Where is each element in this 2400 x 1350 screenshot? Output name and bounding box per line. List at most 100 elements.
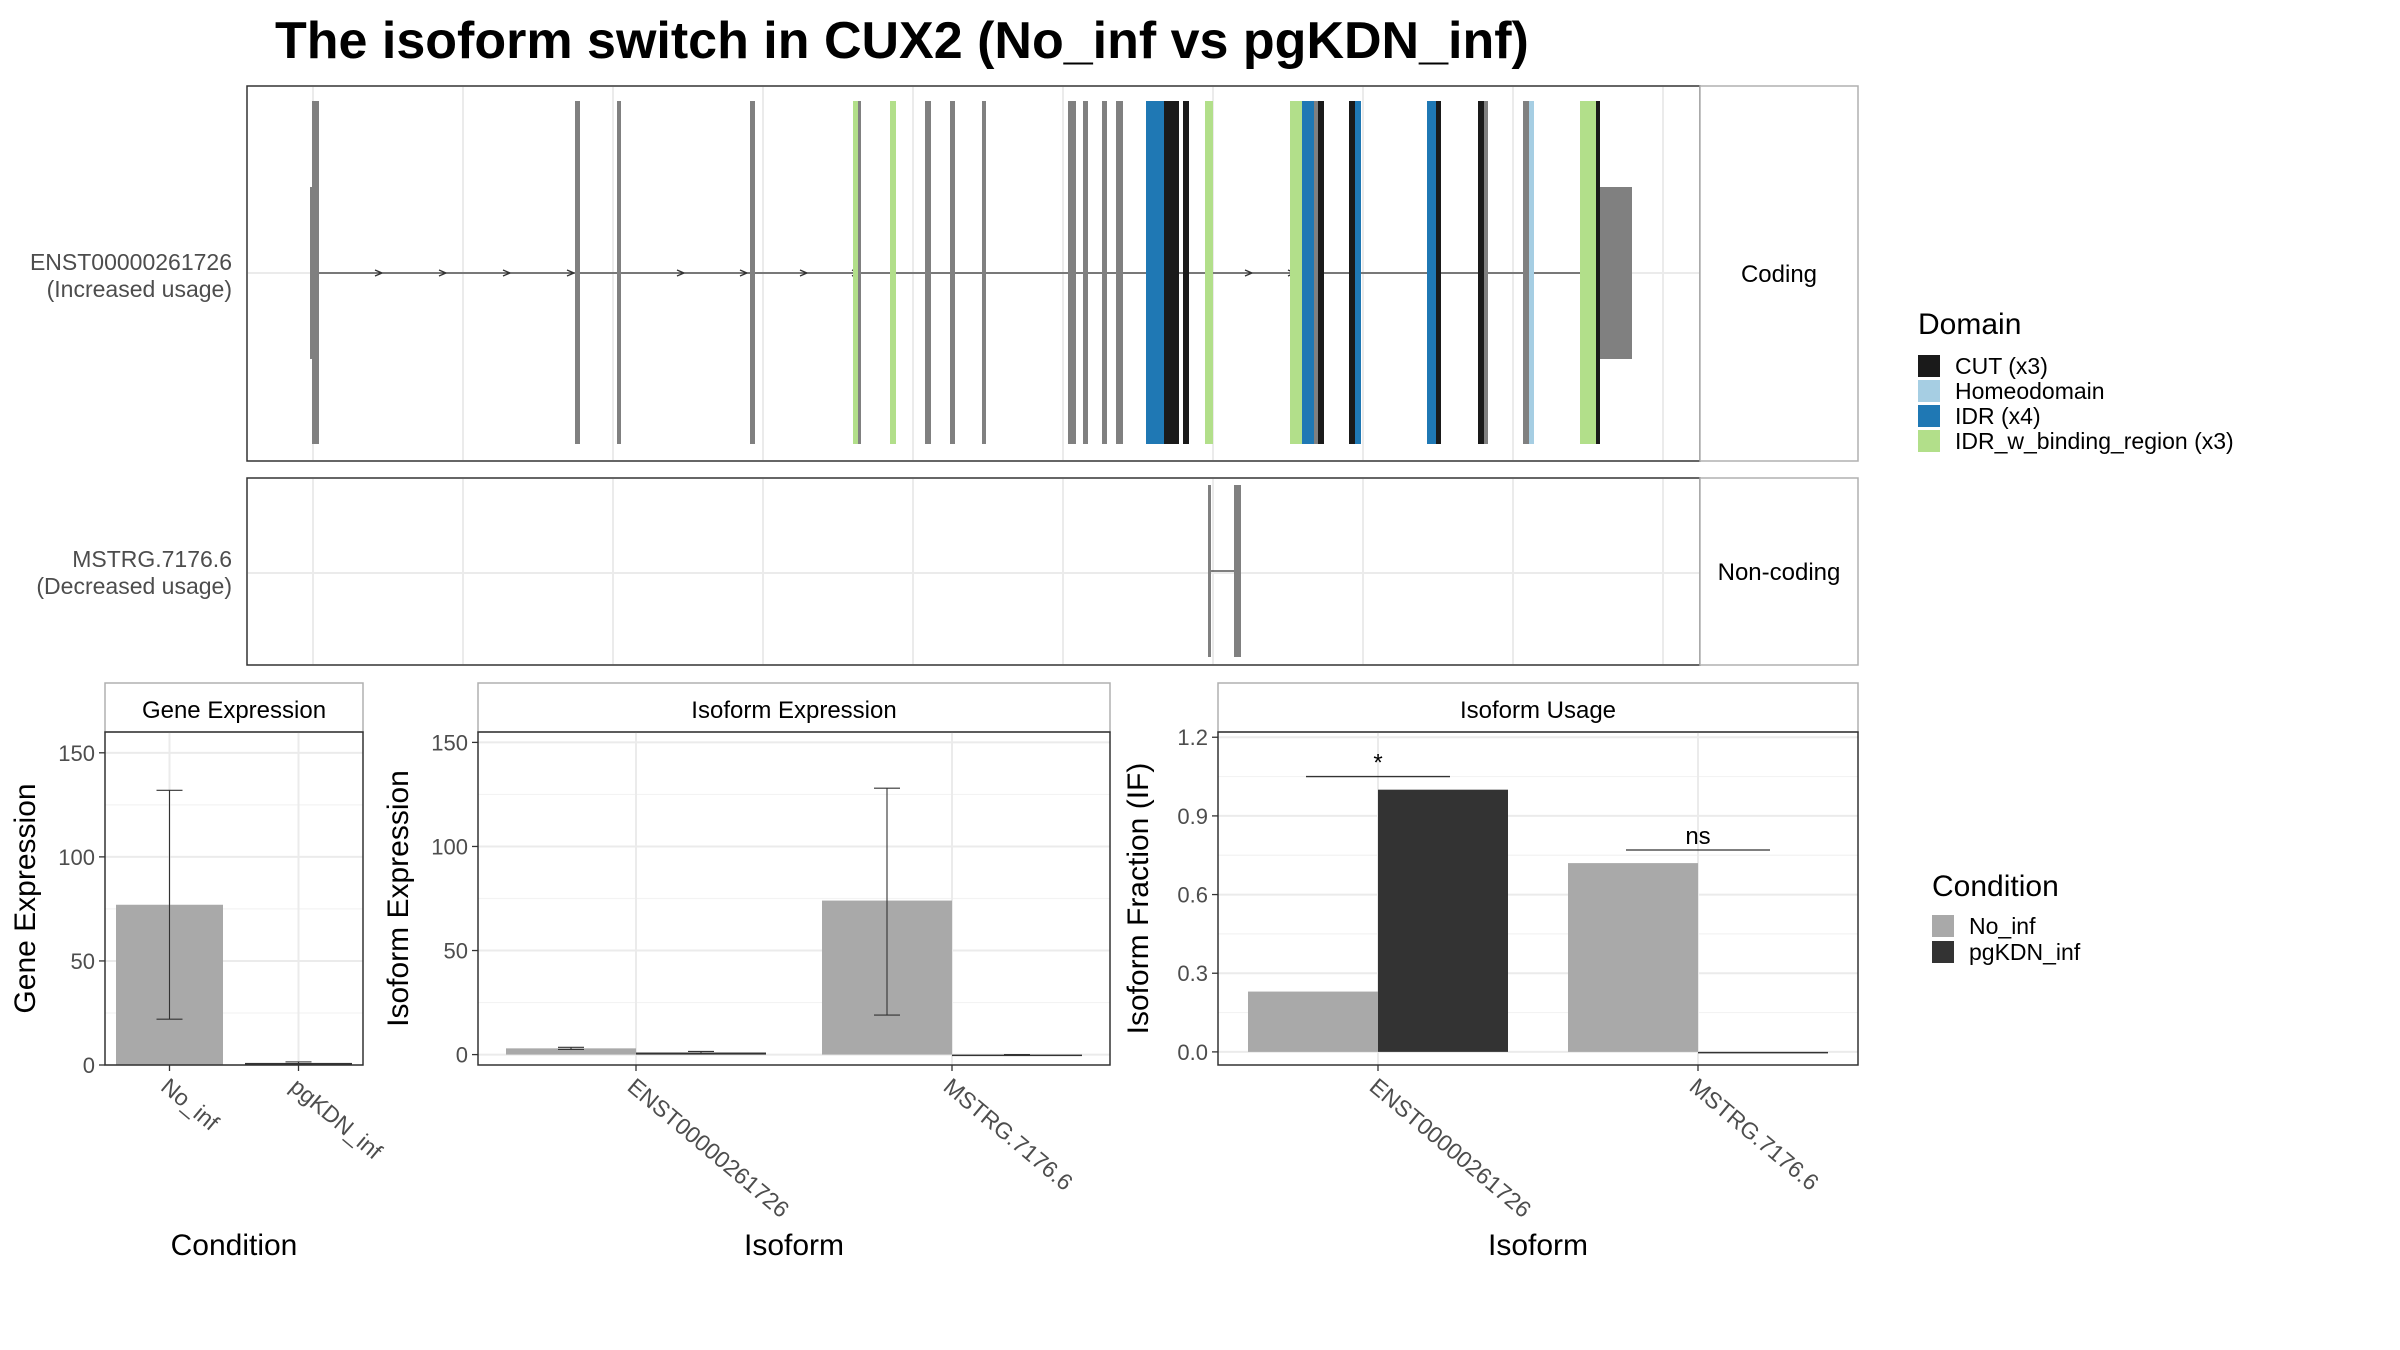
- exon-segment: [1596, 101, 1600, 444]
- x-axis-title: Isoform: [1488, 1229, 1588, 1262]
- exon-segment: [1484, 101, 1488, 444]
- bar: [1568, 863, 1698, 1052]
- exon-segment: [1580, 101, 1596, 444]
- bar: [1248, 991, 1378, 1052]
- track2-border: [246, 477, 1701, 666]
- exon-segment: [1478, 101, 1484, 444]
- bar: [506, 1048, 636, 1055]
- domain-legend-key: [1918, 380, 1940, 402]
- exon-segment: [1183, 101, 1189, 444]
- exon-segment: [316, 101, 319, 444]
- intron-direction-arrow: [502, 269, 512, 277]
- y-tick-label: 50: [444, 939, 468, 964]
- intron-direction-arrow: [676, 269, 686, 277]
- panel-3: Isoform Usage 0.0 0.3 0.6 0.9 1.2 * ns ENST00000…: [1122, 682, 1859, 1262]
- track2-exons: [1208, 485, 1241, 657]
- panel-strip-label: Isoform Expression: [691, 697, 896, 724]
- track2-label-id: MSTRG.7176.6: [72, 546, 232, 572]
- exon-segment: [1083, 101, 1088, 444]
- y-tick-label: 1.2: [1177, 725, 1208, 750]
- intron-direction-arrow: [1244, 269, 1254, 277]
- track2-gridlines: [248, 479, 1699, 664]
- y-tick-label: 100: [431, 834, 468, 859]
- exon-segment: [1290, 101, 1302, 444]
- transcript-structure-panel: Coding ENST00000261726 (Increased usage)…: [30, 85, 1859, 666]
- x-tick-label: ENST00000261726: [623, 1073, 795, 1223]
- y-axis-title: Isoform Fraction (IF): [1122, 763, 1155, 1035]
- y-tick-label: 0.9: [1177, 804, 1208, 829]
- track1-facet-label: Coding: [1741, 261, 1817, 288]
- panel-strip: [477, 682, 1111, 733]
- exon-segment: [950, 101, 955, 444]
- exon-segment: [312, 101, 316, 444]
- bar: [1378, 789, 1508, 1052]
- exon-segment: [1349, 101, 1355, 444]
- exon-segment: [1314, 101, 1318, 444]
- figure-title: The isoform switch in CUX2 (No_inf vs pg…: [275, 12, 1529, 70]
- exon-segment: [1164, 101, 1172, 444]
- exon-segment: [1234, 485, 1241, 657]
- exon-segment: [1146, 101, 1156, 444]
- exon-segment: [1068, 101, 1076, 444]
- significance-label: ns: [1685, 823, 1710, 850]
- x-axis-title: Condition: [171, 1229, 298, 1262]
- exon-segment: [1436, 101, 1441, 444]
- track1-label-usage: (Increased usage): [47, 276, 232, 302]
- domain-legend-key: [1918, 355, 1940, 377]
- bar-panels: Gene Expression 0 50 100 150 No_inf pgKDN_inf C…: [9, 682, 1859, 1262]
- exon-segment: [1172, 101, 1179, 444]
- exon-segment: [890, 101, 896, 444]
- y-tick-label: 150: [58, 741, 95, 766]
- y-tick-label: 50: [71, 949, 95, 974]
- y-tick-label: 0.3: [1177, 961, 1208, 986]
- panel-2: Isoform Expression 0 50 100 150 ENST000002617…: [382, 682, 1111, 1262]
- exon-segment: [1116, 101, 1123, 444]
- condition-legend-label: No_inf: [1969, 913, 2036, 939]
- track2-label-usage: (Decreased usage): [36, 573, 232, 599]
- y-tick-label: 0.6: [1177, 883, 1208, 908]
- exon-segment: [858, 101, 861, 444]
- domain-legend-label: Homeodomain: [1955, 378, 2105, 404]
- exon-segment: [1427, 101, 1436, 444]
- intron-direction-arrow: [566, 269, 576, 277]
- exon-segment: [1156, 101, 1164, 444]
- condition-legend-key: [1932, 915, 1954, 937]
- exon-segment: [853, 101, 858, 444]
- panel-strip-label: Isoform Usage: [1460, 697, 1616, 724]
- exon-segment: [575, 101, 580, 444]
- x-tick-label: MSTRG.7176.6: [939, 1073, 1078, 1196]
- exon-segment: [1205, 101, 1213, 444]
- exon-utr: [310, 187, 313, 359]
- exon-segment: [1102, 101, 1107, 444]
- condition-legend-label: pgKDN_inf: [1969, 939, 2081, 965]
- track1-exons: [310, 101, 1632, 444]
- x-tick-label: ENST00000261726: [1365, 1073, 1537, 1223]
- track2-facet-strip: [1699, 477, 1859, 666]
- exon-segment: [1306, 101, 1314, 444]
- domain-legend-key: [1918, 430, 1940, 452]
- y-axis-title: Isoform Expression: [382, 770, 415, 1027]
- panel-strip: [104, 682, 364, 733]
- intron-direction-arrow: [374, 269, 384, 277]
- exon-utr: [1600, 187, 1632, 359]
- panel-border: [1217, 731, 1859, 1066]
- y-tick-label: 100: [58, 845, 95, 870]
- exon-segment: [1355, 101, 1361, 444]
- condition-legend-title: Condition: [1932, 870, 2059, 903]
- panel-strip: [1217, 682, 1859, 733]
- condition-legend-key: [1932, 941, 1954, 963]
- x-tick-label: No_inf: [156, 1073, 224, 1136]
- exon-segment: [1302, 101, 1306, 444]
- exon-segment: [1523, 101, 1529, 444]
- y-tick-label: 0: [456, 1043, 468, 1068]
- domain-legend-title: Domain: [1918, 308, 2021, 341]
- y-tick-label: 0.0: [1177, 1040, 1208, 1065]
- y-tick-label: 150: [431, 730, 468, 755]
- domain-legend-label: IDR (x4): [1955, 403, 2041, 429]
- panel-strip-label: Gene Expression: [142, 697, 326, 724]
- x-axis-title: Isoform: [744, 1229, 844, 1262]
- domain-legend-label: IDR_w_binding_region (x3): [1955, 428, 2234, 454]
